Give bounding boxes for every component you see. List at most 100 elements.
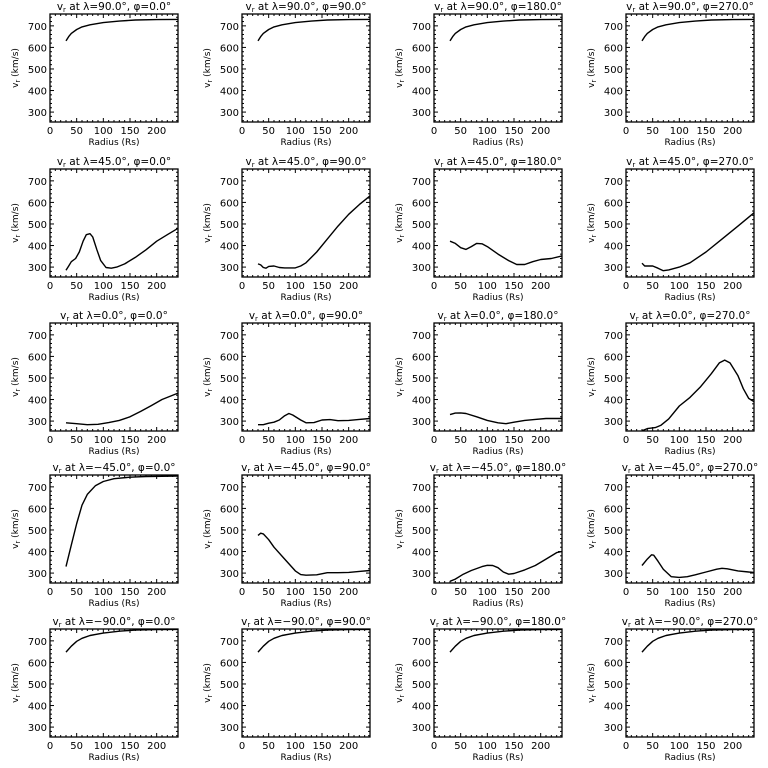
y-tick-label: 700 <box>412 331 431 342</box>
panel-title-sub: r <box>63 6 66 14</box>
panel-title-rest: at λ=−45.0°, φ=90.0° <box>250 462 371 474</box>
x-tick-label: 150 <box>312 741 331 752</box>
panel-title-rest: at λ=0.0°, φ=0.0° <box>69 310 168 322</box>
panel-title: vr at λ=−90.0°, φ=90.0° <box>241 616 371 629</box>
y-tick-label: 700 <box>412 22 431 33</box>
y-tick-label: 300 <box>412 569 431 580</box>
panel: vr at λ=−45.0°, φ=0.0°0 50 100 150 200300400… <box>11 462 179 609</box>
y-tick-label: 400 <box>28 548 47 559</box>
series-line <box>65 227 179 271</box>
y-axis-label-prefix: v <box>587 82 597 88</box>
y-tick-label: 300 <box>412 263 431 274</box>
y-tick-label: 400 <box>604 548 623 559</box>
panel-title: vr at λ=0.0°, φ=270.0° <box>629 310 750 323</box>
y-axis-label-sub: r <box>398 541 406 544</box>
y-axis-label-rest: (km/s) <box>395 203 405 235</box>
y-tick-label: 300 <box>220 723 239 734</box>
panel-title-sub: r <box>436 621 439 629</box>
panel-title: vr at λ=0.0°, φ=90.0° <box>249 310 363 323</box>
y-tick-label: 300 <box>604 723 623 734</box>
panel-title: vr at λ=0.0°, φ=180.0° <box>437 310 558 323</box>
x-tick-label: 0 <box>431 435 437 446</box>
x-tick-label: 0 <box>239 587 245 598</box>
y-tick-label: 700 <box>604 637 623 648</box>
x-tick-label: 100 <box>670 587 689 598</box>
panel-title-rest: at λ=−45.0°, φ=180.0° <box>439 462 566 474</box>
y-tick-label: 700 <box>604 483 623 494</box>
y-tick-label: 700 <box>604 177 623 188</box>
x-tick-label: 0 <box>623 126 629 137</box>
panel: vr at λ=45.0°, φ=270.0°0 50 100 150 20030040… <box>587 156 755 303</box>
y-axis-label-sub: r <box>206 541 214 544</box>
panel-title: vr at λ=90.0°, φ=270.0° <box>626 1 754 14</box>
y-axis-label-prefix: v <box>11 82 21 88</box>
x-tick-label: 50 <box>262 435 275 446</box>
panel-title-sub: r <box>440 161 443 169</box>
y-tick-label: 500 <box>412 374 431 385</box>
y-axis-label-sub: r <box>590 541 598 544</box>
panel: vr at λ=−90.0°, φ=0.0°0 50 100 150 200300400… <box>11 616 179 763</box>
plot-frame <box>625 322 755 432</box>
y-tick-label: 500 <box>220 65 239 76</box>
x-tick-label: 0 <box>239 126 245 137</box>
y-tick-label: 500 <box>220 526 239 537</box>
y-axis-label-prefix: v <box>11 543 21 549</box>
plot-frame <box>49 474 179 584</box>
series-line <box>449 240 563 266</box>
panel-title-rest: at λ=0.0°, φ=90.0° <box>258 310 363 322</box>
x-axis-label: Radius (Rs) <box>664 293 715 303</box>
plot-frame <box>49 322 179 432</box>
panel: vr at λ=0.0°, φ=270.0°0 50 100 150 200300400… <box>587 310 755 457</box>
x-tick-label: 0 <box>431 587 437 598</box>
x-tick-label: 100 <box>94 587 113 598</box>
x-tick-label: 100 <box>286 435 305 446</box>
y-tick-label: 700 <box>28 483 47 494</box>
y-tick-label: 500 <box>28 65 47 76</box>
x-tick-label: 0 <box>47 126 53 137</box>
x-tick-label: 150 <box>696 281 715 292</box>
plot-frame <box>625 13 755 123</box>
x-tick-label: 200 <box>147 281 166 292</box>
x-tick-label: 50 <box>262 741 275 752</box>
x-tick-label: 50 <box>262 281 275 292</box>
plot-frame <box>241 628 371 738</box>
series-line <box>449 550 563 582</box>
plot-frame <box>433 322 563 432</box>
panel-title-sub: r <box>59 621 62 629</box>
series-line <box>449 412 562 425</box>
panel-title-sub: r <box>632 6 635 14</box>
y-tick-label: 700 <box>28 637 47 648</box>
y-tick-label: 500 <box>28 680 47 691</box>
x-tick-label: 200 <box>531 435 550 446</box>
panel-title-rest: at λ=0.0°, φ=270.0° <box>639 310 751 322</box>
y-axis-label: vr (km/s) <box>587 509 598 549</box>
panel-title-prefix: v <box>430 462 436 474</box>
x-tick-label: 150 <box>504 587 523 598</box>
y-axis-label-rest: (km/s) <box>203 48 213 80</box>
x-tick-label: 0 <box>431 126 437 137</box>
y-tick-label: 300 <box>220 108 239 119</box>
y-axis-label-prefix: v <box>395 391 405 397</box>
panel-title-prefix: v <box>626 156 632 168</box>
x-tick-label: 150 <box>120 126 139 137</box>
panel-title-prefix: v <box>241 462 247 474</box>
y-tick-label: 500 <box>220 374 239 385</box>
x-tick-label: 150 <box>504 281 523 292</box>
x-tick-label: 100 <box>286 587 305 598</box>
x-tick-label: 50 <box>454 741 467 752</box>
y-tick-label: 400 <box>604 702 623 713</box>
x-tick-label: 200 <box>339 126 358 137</box>
x-axis-label: Radius (Rs) <box>664 753 715 763</box>
panel: vr at λ=−45.0°, φ=180.0°0 50 100 150 2003004… <box>395 462 566 609</box>
panel-title-sub: r <box>628 621 631 629</box>
series-line <box>641 628 755 653</box>
y-axis-label-sub: r <box>14 541 22 544</box>
panel-title: vr at λ=45.0°, φ=0.0° <box>57 156 171 169</box>
x-tick-label: 200 <box>723 126 742 137</box>
panel-title: vr at λ=0.0°, φ=0.0° <box>60 310 168 323</box>
panel-title-prefix: v <box>57 1 63 13</box>
x-tick-label: 50 <box>646 741 659 752</box>
y-tick-label: 400 <box>28 396 47 407</box>
x-tick-label: 0 <box>47 587 53 598</box>
y-axis-label: vr (km/s) <box>203 357 214 397</box>
